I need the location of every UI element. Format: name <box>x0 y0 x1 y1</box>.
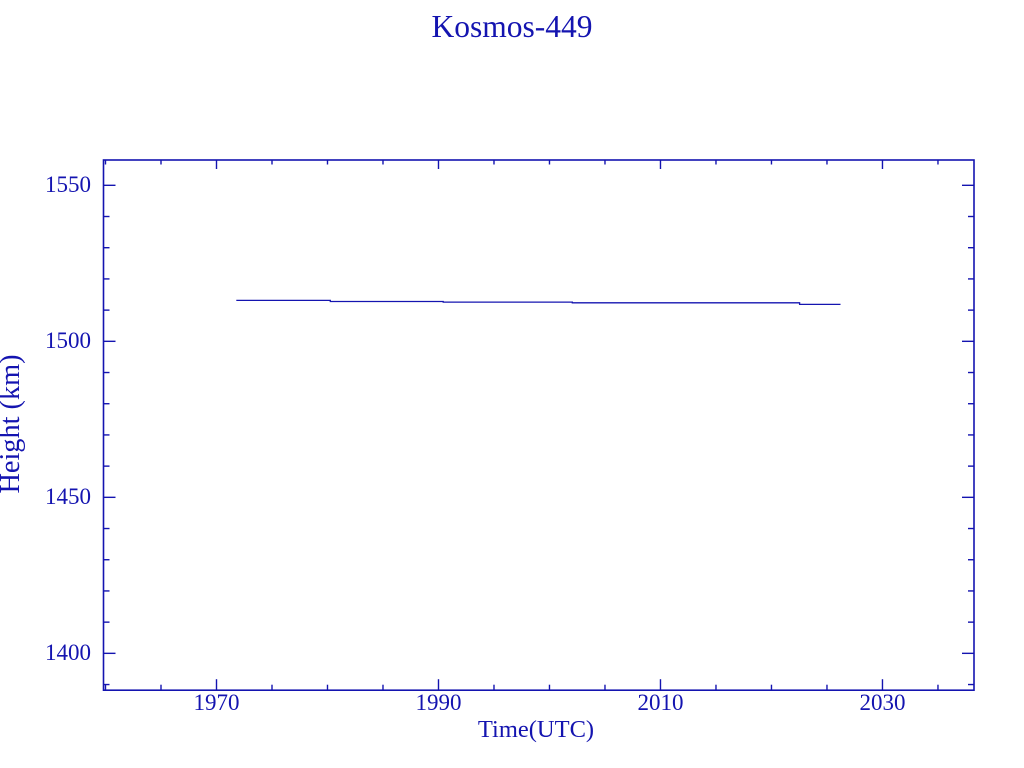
svg-text:Time(UTC): Time(UTC) <box>478 716 594 743</box>
svg-text:Height (km): Height (km) <box>0 354 26 493</box>
svg-text:1970: 1970 <box>194 690 240 715</box>
svg-text:1500: 1500 <box>45 328 91 353</box>
svg-text:2030: 2030 <box>860 690 906 715</box>
svg-text:2010: 2010 <box>638 690 684 715</box>
svg-text:1550: 1550 <box>45 172 91 197</box>
svg-text:1990: 1990 <box>416 690 462 715</box>
svg-text:1400: 1400 <box>45 640 91 665</box>
svg-text:Kosmos-449: Kosmos-449 <box>431 9 592 44</box>
svg-text:1450: 1450 <box>45 484 91 509</box>
